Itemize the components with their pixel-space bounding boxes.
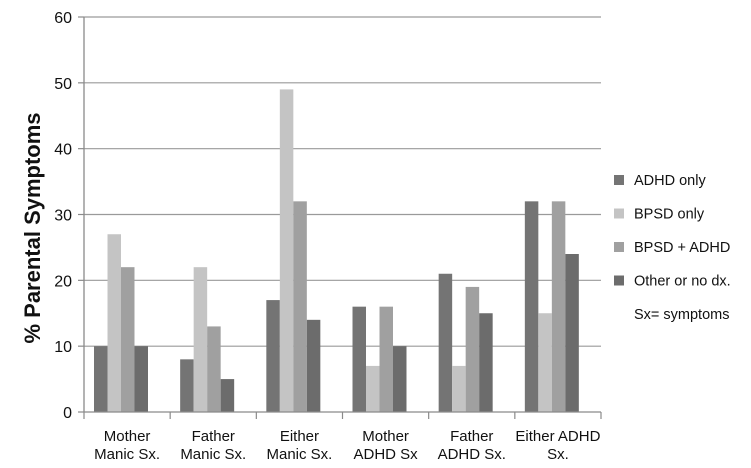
x-category-label: Mother: [362, 428, 409, 445]
legend-label: BPSD only: [634, 207, 705, 223]
legend-swatch: [614, 175, 624, 185]
y-tick-label: 20: [54, 273, 72, 290]
bar-bpsd-adhd: [207, 326, 221, 412]
legend-label: ADHD only: [634, 173, 706, 189]
y-axis-title: % Parental Symptoms: [20, 112, 45, 343]
bar-other-or-no-dx: [306, 319, 321, 412]
bar-adhd-only: [266, 300, 280, 412]
bar-other-or-no-dx: [220, 379, 235, 412]
bar-bpsd-only: [279, 89, 294, 413]
bar-other-or-no-dx: [565, 254, 579, 412]
bar-bpsd-adhd: [551, 201, 566, 412]
legend-swatch: [614, 242, 624, 252]
legend-swatch: [614, 208, 624, 219]
y-tick-label: 60: [54, 10, 72, 27]
bar-bpsd-only: [452, 365, 466, 412]
gridlines: [84, 16, 601, 347]
bar-bpsd-adhd: [293, 201, 307, 412]
legend-note: Sx= symptoms: [634, 307, 729, 323]
bar-other-or-no-dx: [479, 313, 493, 412]
x-category-label: Either ADHD: [515, 428, 600, 445]
y-tick-label: 50: [54, 76, 72, 93]
legend: ADHD only BPSD only BPSD + ADHD Other or no…: [614, 173, 731, 323]
legend-label: Other or no dx.: [634, 274, 731, 290]
bars: [94, 89, 579, 413]
bar-adhd-only: [524, 201, 539, 412]
y-tick-label: 30: [54, 208, 72, 225]
x-category-label: Either: [280, 428, 319, 445]
axes: [78, 16, 602, 419]
legend-swatch: [614, 275, 624, 286]
legend-label: BPSD + ADHD: [634, 240, 730, 256]
x-category-label: Father: [450, 428, 493, 445]
bar-bpsd-only: [107, 234, 121, 412]
y-tick-labels: 0 10 20 30 40 50 60: [54, 10, 72, 422]
bar-adhd-only: [94, 346, 108, 412]
x-category-label: Sx.: [547, 446, 569, 463]
x-category-label: Manic Sx.: [266, 446, 332, 463]
x-category-label: ADHD Sx.: [438, 446, 506, 463]
bar-bpsd-only: [538, 313, 552, 412]
bar-other-or-no-dx: [393, 346, 407, 412]
bar-adhd-only: [438, 273, 453, 412]
bar-bpsd-adhd: [379, 306, 393, 412]
x-category-label: Manic Sx.: [180, 446, 246, 463]
x-category-label: Father: [192, 428, 235, 445]
x-category-label: Manic Sx.: [94, 446, 160, 463]
bar-bpsd-adhd: [121, 267, 135, 412]
bar-other-or-no-dx: [134, 346, 148, 412]
bar-adhd-only: [180, 359, 194, 412]
x-category-label: Mother: [104, 428, 151, 445]
y-tick-label: 40: [54, 142, 72, 159]
bar-bpsd-only: [193, 267, 208, 412]
x-category-label: ADHD Sx: [353, 446, 418, 463]
bar-bpsd-only: [366, 365, 380, 412]
bar-adhd-only: [352, 306, 366, 412]
y-tick-label: 10: [54, 339, 72, 356]
bar-bpsd-adhd: [465, 286, 480, 412]
y-tick-label: 0: [63, 405, 72, 422]
